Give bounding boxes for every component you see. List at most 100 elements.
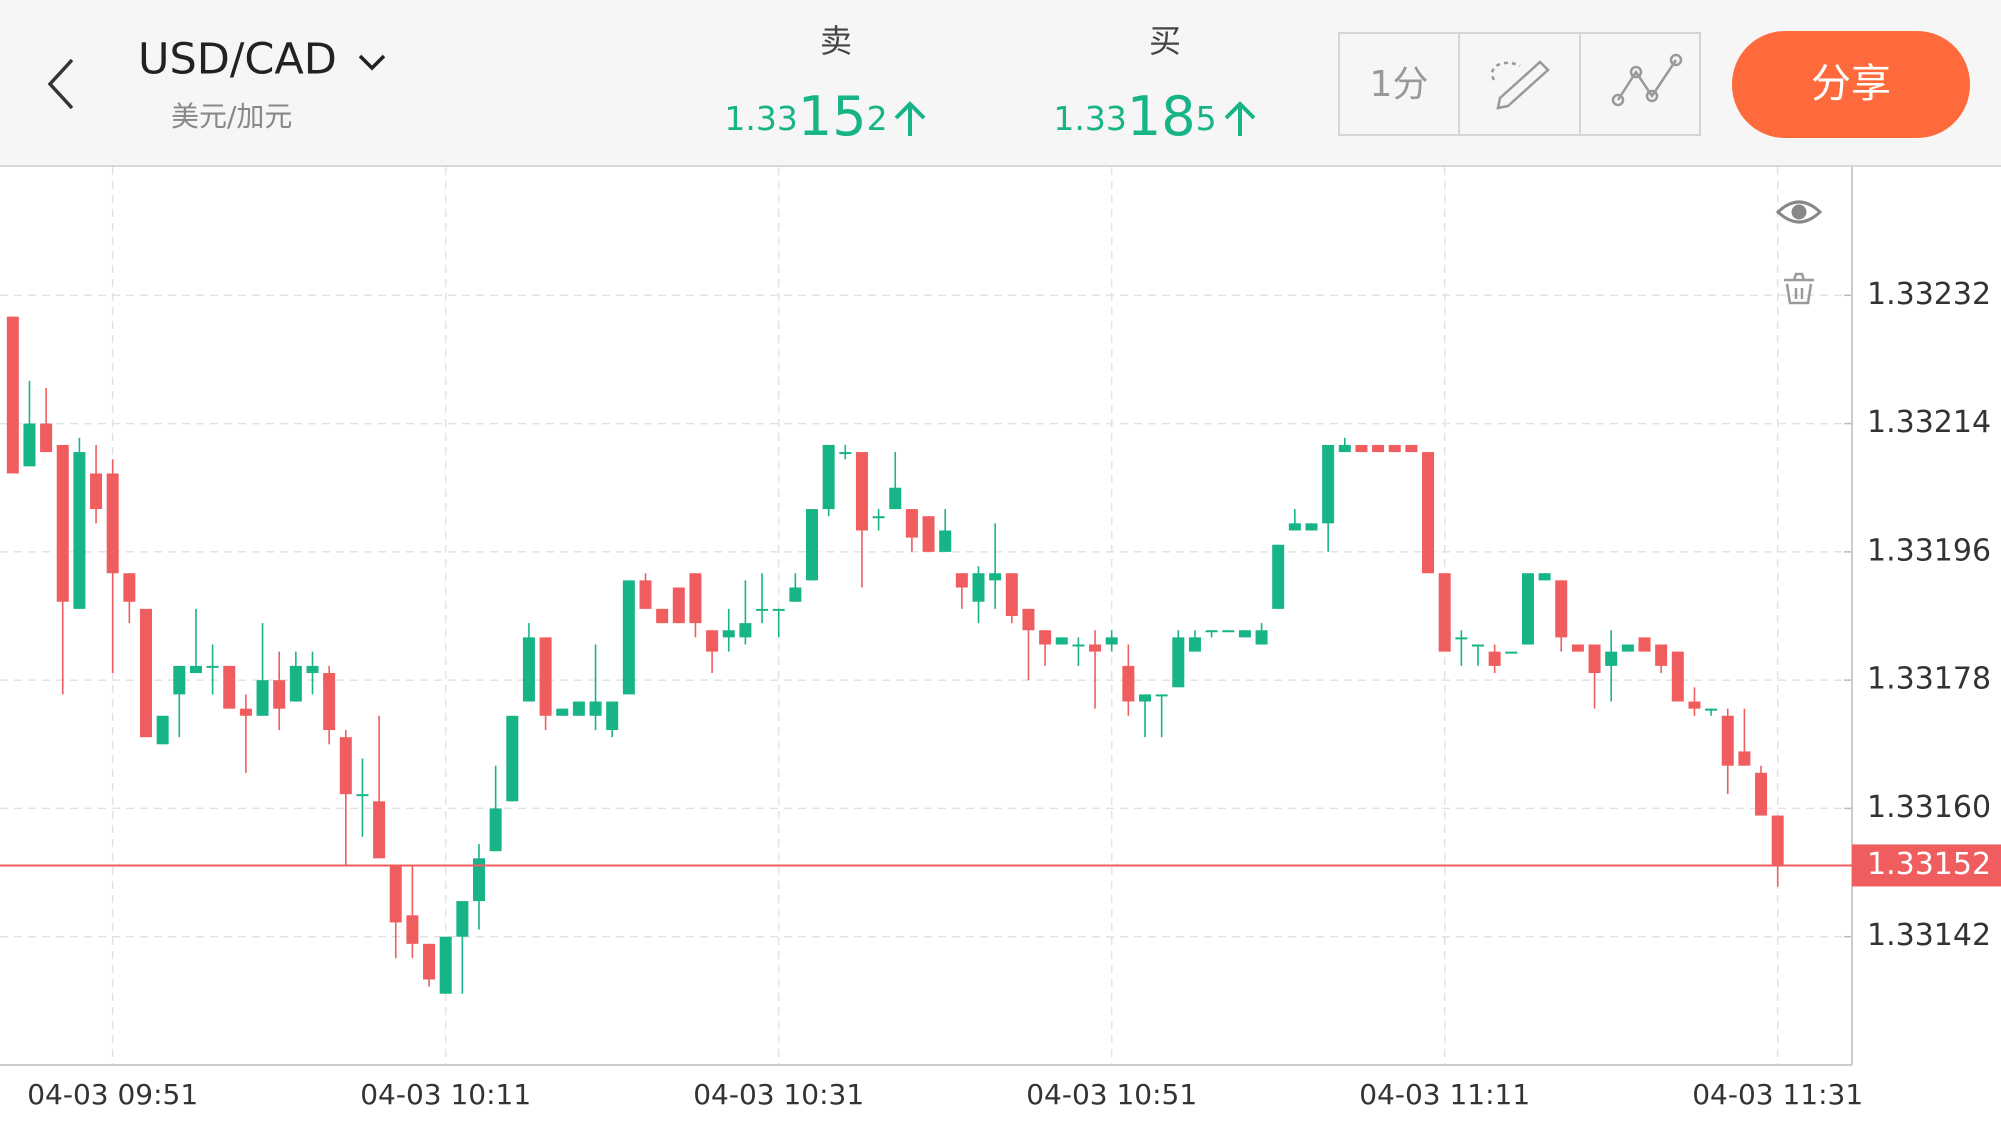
candle-body	[822, 444, 835, 510]
candle-body	[556, 708, 569, 716]
candle-body	[1505, 651, 1518, 654]
indicator-button[interactable]	[1611, 53, 1683, 107]
pen-icon	[1496, 60, 1550, 110]
sell-price-prefix: 1.33	[724, 99, 797, 138]
share-button[interactable]	[1732, 31, 1970, 138]
candle-body	[1571, 644, 1584, 652]
chart: 1.33232 1.33214 1.33196 1.33178 1.33160 1.331…	[0, 167, 2001, 1111]
candle-body	[1338, 444, 1351, 453]
candle-body	[1139, 694, 1151, 702]
last-price-tag	[1852, 844, 2001, 887]
candle-body	[456, 901, 469, 937]
candle-body	[1638, 637, 1651, 652]
candle-body	[1455, 637, 1468, 640]
candle-body	[1322, 444, 1335, 524]
buy-price-suffix: 5	[1196, 99, 1217, 138]
line-icon-node	[1629, 65, 1643, 79]
candle-body	[1055, 637, 1068, 645]
candle-body	[1738, 751, 1751, 766]
candle-body	[1372, 444, 1385, 453]
candle-body	[1222, 630, 1235, 633]
candle-body	[739, 623, 752, 638]
symbol-dropdown[interactable]	[358, 54, 386, 71]
candle-body	[23, 423, 36, 467]
delete-button[interactable]	[1784, 272, 1814, 305]
buy-label: 买	[1149, 22, 1181, 60]
candle-body	[140, 608, 152, 738]
candle-body	[639, 580, 652, 609]
candle-body	[1188, 637, 1201, 652]
candle-body	[1521, 573, 1534, 645]
candle-body	[389, 865, 402, 923]
candle-body	[839, 452, 852, 455]
y-tick-label: 1.33232	[1867, 277, 1991, 312]
candle-body	[1205, 630, 1218, 633]
symbol[interactable]: USD/CAD	[138, 35, 337, 85]
symbol-cn: 美元/加元	[171, 100, 292, 133]
candle-body	[1705, 708, 1718, 711]
candle-body	[955, 573, 968, 588]
candle-body	[73, 452, 86, 609]
candle-body	[439, 936, 452, 994]
candle-body	[522, 637, 535, 702]
candle-body	[1438, 573, 1451, 652]
candle-body	[1039, 630, 1052, 645]
candle-body	[989, 573, 1002, 581]
candle-body	[473, 858, 485, 902]
candle-body	[872, 516, 885, 519]
x-tick-label: 04-03 10:51	[1026, 1078, 1197, 1111]
candle-body	[922, 516, 935, 552]
toolbar	[1338, 32, 1701, 136]
candle-body	[1405, 444, 1418, 453]
candle-body	[1272, 544, 1285, 609]
sell-price-suffix: 2	[867, 99, 888, 138]
candle-body	[339, 737, 352, 795]
back-button[interactable]	[47, 58, 74, 110]
candle-body	[1022, 608, 1035, 631]
candle-body	[689, 573, 702, 624]
x-tick-label: 04-03 09:51	[27, 1078, 198, 1111]
candle-body	[806, 509, 818, 581]
last-price-label: 1.33152	[1867, 847, 1991, 882]
draw-button[interactable]	[1490, 60, 1550, 110]
sell-label: 卖	[820, 22, 852, 60]
candle-body	[1089, 644, 1102, 652]
candle-body	[589, 701, 602, 716]
sell-price-big: 15	[798, 85, 867, 148]
share-label[interactable]: 分享	[1811, 61, 1891, 107]
candle-body	[756, 608, 769, 611]
candle-body	[855, 452, 868, 531]
candle-body	[206, 665, 219, 668]
candle-body	[1155, 694, 1168, 697]
candle-body	[772, 608, 785, 611]
candle-body	[1771, 815, 1784, 866]
candle-body	[1005, 573, 1018, 616]
candle-body	[489, 808, 502, 852]
y-tick-label: 1.33142	[1867, 918, 1991, 953]
line-icon-node	[1611, 93, 1625, 107]
candle-body	[56, 444, 69, 602]
candle-body	[106, 473, 119, 574]
buy-arrow	[1224, 101, 1256, 136]
candle-body	[1388, 444, 1401, 453]
candle-body	[539, 637, 552, 716]
candle-body	[40, 423, 53, 453]
y-tick-label: 1.33178	[1867, 662, 1991, 697]
candle-body	[1621, 644, 1634, 652]
y-tick-label: 1.33160	[1867, 790, 1991, 825]
candle-body	[423, 943, 436, 980]
candle-body	[1755, 772, 1768, 816]
x-tick-label: 04-03 11:11	[1359, 1078, 1530, 1111]
candle-body	[1072, 644, 1085, 647]
eye-button[interactable]	[1775, 200, 1823, 224]
candle-body	[622, 580, 635, 695]
eye-icon	[1775, 200, 1823, 224]
candle-body	[889, 487, 902, 510]
candle-body	[123, 573, 136, 602]
eye-pupil	[1791, 204, 1807, 220]
candle-body	[256, 680, 269, 716]
interval-button[interactable]: 1分	[1370, 64, 1429, 105]
candle-body	[1588, 644, 1601, 674]
x-tick-label: 04-03 10:11	[360, 1078, 531, 1111]
x-tick-label: 04-03 10:31	[693, 1078, 864, 1111]
